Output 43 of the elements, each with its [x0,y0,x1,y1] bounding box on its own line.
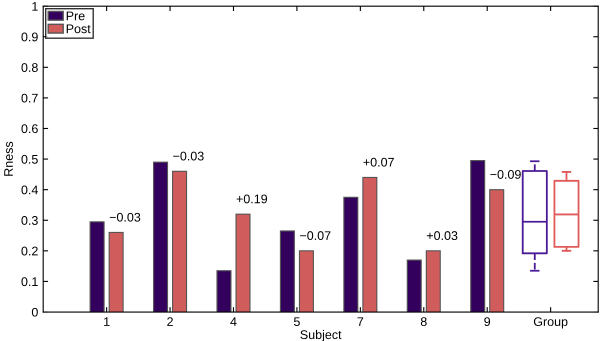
y-tick-label: 0.6 [21,124,38,134]
bar [343,196,358,312]
y-tick-label: 0.1 [21,277,38,286]
bar [406,259,422,312]
y-axis-title: Rness [4,142,13,176]
x-tick-label: 9 [484,317,490,326]
y-tick-label: 0.4 [21,185,38,194]
legend-label: Post [66,24,91,34]
y-tick-label: 0 [32,308,38,317]
bar [426,250,441,312]
bar [235,214,251,312]
bar [108,232,124,312]
annotation: −0.07 [300,231,330,240]
x-tick-label: Group [534,317,568,329]
x-tick-label: 7 [358,317,364,326]
y-tick-label: 0.3 [21,216,38,225]
x-tick-label: 4 [230,317,237,326]
bar [470,160,486,312]
y-tick-label: 0.5 [21,154,38,164]
bar [489,189,504,312]
y-tick-label: 0.2 [21,246,38,256]
annotation: −0.03 [110,212,140,222]
annotation: −0.03 [173,152,204,161]
x-tick-label: 8 [420,317,427,326]
bar [216,270,232,312]
bar [172,170,188,312]
bar [153,162,168,312]
x-tick-label: 5 [294,317,300,326]
y-tick-label: 0.7 [21,94,38,103]
x-tick-label: 1 [104,317,110,326]
y-tick-label: 0.8 [21,63,38,72]
bar [362,176,378,312]
bar [298,250,314,312]
annotation: −0.09 [490,170,521,179]
annotation: +0.07 [363,158,394,167]
y-tick-label: 0.9 [21,32,38,42]
bar [90,221,105,312]
y-tick-label: 1 [32,2,38,11]
legend-label: Pre [66,12,85,20]
annotation: +0.19 [236,194,268,204]
annotation: +0.03 [426,231,458,240]
x-tick-label: 2 [167,317,173,326]
bar [280,230,295,312]
